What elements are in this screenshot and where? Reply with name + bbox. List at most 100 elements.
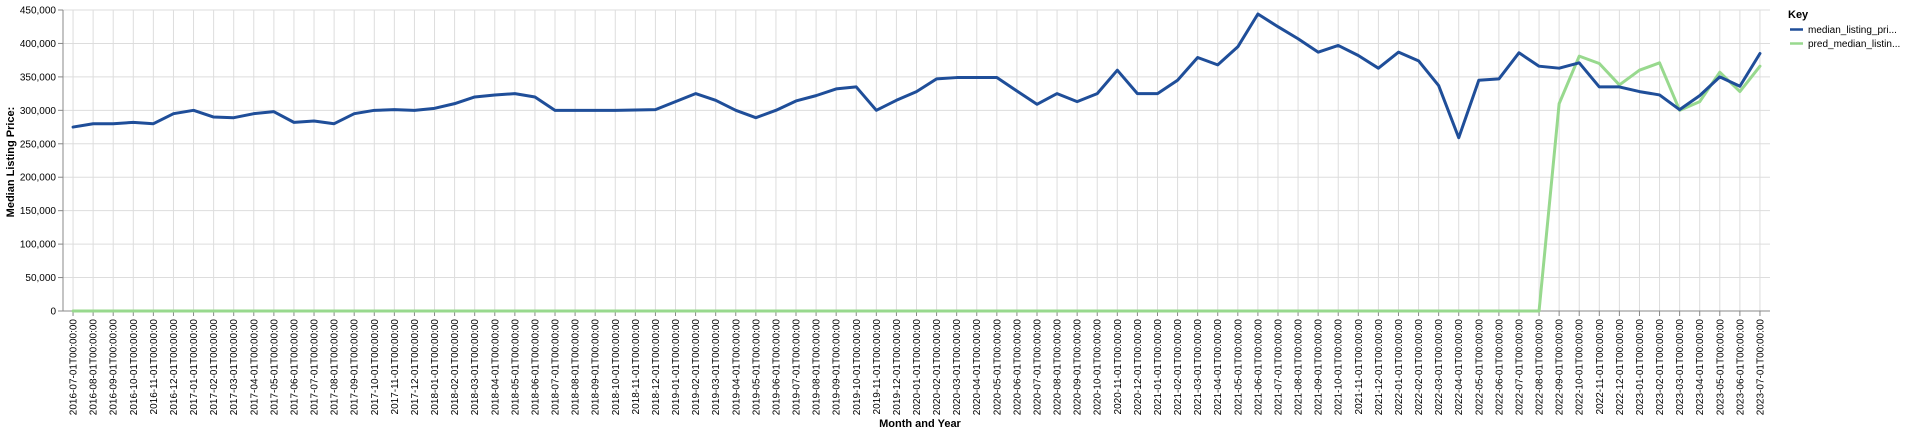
x-tick-label: 2019-09-01T00:00:00 [832, 319, 843, 416]
y-tick-label: 250,000 [20, 139, 57, 150]
x-tick-label: 2020-01-01T00:00:00 [912, 319, 923, 416]
x-tick-label: 2019-04-01T00:00:00 [731, 319, 742, 416]
x-tick-label: 2016-09-01T00:00:00 [109, 319, 120, 416]
x-tick-label: 2021-02-01T00:00:00 [1173, 319, 1184, 416]
gridlines [63, 9, 1770, 312]
x-tick-label: 2016-11-01T00:00:00 [149, 319, 160, 415]
x-tick-label: 2023-02-01T00:00:00 [1655, 319, 1666, 416]
x-tick-label: 2017-03-01T00:00:00 [229, 319, 240, 416]
x-tick-label: 2020-10-01T00:00:00 [1093, 319, 1104, 416]
x-tick-label: 2019-12-01T00:00:00 [892, 319, 903, 416]
x-tick-label: 2018-11-01T00:00:00 [631, 319, 642, 415]
x-tick-label: 2017-06-01T00:00:00 [289, 319, 300, 416]
x-tick-label: 2018-03-01T00:00:00 [470, 319, 481, 416]
x-tick-label: 2022-08-01T00:00:00 [1535, 319, 1546, 416]
y-tick-label: 50,000 [25, 273, 56, 284]
y-tick-label: 200,000 [20, 173, 57, 184]
legend-label-pred-median-listing-price: pred_median_listin... [1808, 39, 1900, 50]
x-tick-label: 2022-07-01T00:00:00 [1514, 319, 1525, 416]
x-tick-label: 2018-12-01T00:00:00 [651, 319, 662, 416]
series-line-median-listing-price [71, 12, 1762, 140]
x-tick-label: 2016-10-01T00:00:00 [129, 319, 140, 416]
x-tick-label: 2021-08-01T00:00:00 [1294, 319, 1305, 416]
y-tick-label: 400,000 [20, 39, 57, 50]
x-tick-label: 2021-03-01T00:00:00 [1193, 319, 1204, 416]
x-tick-label: 2020-07-01T00:00:00 [1032, 319, 1043, 416]
x-tick-label: 2018-01-01T00:00:00 [430, 319, 441, 416]
legend-title: Key [1788, 9, 1809, 21]
x-tick-label: 2019-01-01T00:00:00 [671, 319, 682, 416]
x-tick-label: 2019-02-01T00:00:00 [691, 319, 702, 416]
x-tick-label: 2019-11-01T00:00:00 [872, 319, 883, 415]
x-tick-label: 2017-10-01T00:00:00 [370, 319, 381, 416]
x-tick-label: 2017-04-01T00:00:00 [249, 319, 260, 416]
x-tick-label: 2017-02-01T00:00:00 [209, 319, 220, 416]
x-tick-label: 2016-08-01T00:00:00 [89, 319, 100, 416]
x-tick-label: 2022-12-01T00:00:00 [1615, 319, 1626, 416]
x-tick-label: 2018-10-01T00:00:00 [611, 319, 622, 416]
x-tick-label: 2022-03-01T00:00:00 [1434, 319, 1445, 416]
y-tick-label: 300,000 [20, 106, 57, 117]
x-tick-label: 2019-07-01T00:00:00 [792, 319, 803, 416]
x-tick-label: 2020-02-01T00:00:00 [932, 319, 943, 416]
y-tick-label: 0 [50, 307, 56, 318]
x-tick-label: 2021-06-01T00:00:00 [1253, 319, 1264, 416]
x-tick-label: 2019-03-01T00:00:00 [711, 319, 722, 416]
x-tick-label: 2021-01-01T00:00:00 [1153, 319, 1164, 416]
x-tick-label: 2021-07-01T00:00:00 [1273, 319, 1284, 416]
x-tick-label: 2022-05-01T00:00:00 [1474, 319, 1485, 416]
x-tick-label: 2023-03-01T00:00:00 [1675, 319, 1686, 416]
x-tick-label: 2017-11-01T00:00:00 [390, 319, 401, 415]
x-tick-label: 2022-11-01T00:00:00 [1595, 319, 1606, 415]
x-tick-label: 2021-12-01T00:00:00 [1374, 319, 1385, 416]
x-tick-label: 2017-08-01T00:00:00 [330, 319, 341, 416]
x-tick-label: 2020-05-01T00:00:00 [992, 319, 1003, 416]
x-tick-label: 2021-10-01T00:00:00 [1334, 319, 1345, 416]
x-tick-label: 2018-09-01T00:00:00 [591, 319, 602, 416]
x-tick-label: 2022-10-01T00:00:00 [1575, 319, 1586, 416]
x-tick-label: 2016-12-01T00:00:00 [169, 319, 180, 416]
x-tick-label: 2018-08-01T00:00:00 [571, 319, 582, 416]
x-tick-label: 2020-03-01T00:00:00 [952, 319, 963, 416]
x-tick-label: 2018-06-01T00:00:00 [530, 319, 541, 416]
x-tick-label: 2018-07-01T00:00:00 [551, 319, 562, 416]
x-tick-label: 2021-04-01T00:00:00 [1213, 319, 1224, 416]
x-tick-label: 2020-11-01T00:00:00 [1113, 319, 1124, 415]
x-tick-label: 2020-12-01T00:00:00 [1133, 319, 1144, 416]
x-axis-title: Month and Year [879, 418, 961, 430]
x-tick-label: 2017-07-01T00:00:00 [310, 319, 321, 416]
x-tick-label: 2020-04-01T00:00:00 [972, 319, 983, 416]
x-tick-label: 2019-05-01T00:00:00 [751, 319, 762, 416]
x-tick-label: 2022-01-01T00:00:00 [1394, 319, 1405, 416]
y-tick-label: 350,000 [20, 72, 57, 83]
x-tick-label: 2022-04-01T00:00:00 [1454, 319, 1465, 416]
y-tick-label: 450,000 [20, 6, 57, 17]
x-tick-label: 2020-09-01T00:00:00 [1073, 319, 1084, 416]
x-tick-label: 2020-06-01T00:00:00 [1012, 319, 1023, 416]
x-tick-label: 2017-01-01T00:00:00 [189, 319, 200, 416]
series-line-pred-median-listing-price [71, 54, 1762, 313]
series-lines [71, 12, 1762, 313]
x-tick-label: 2021-11-01T00:00:00 [1354, 319, 1365, 415]
legend-label-median-listing-price: median_listing_pri... [1808, 25, 1897, 36]
x-tick-label: 2021-05-01T00:00:00 [1233, 319, 1244, 416]
x-tick-label: 2018-04-01T00:00:00 [490, 319, 501, 416]
x-tick-label: 2018-05-01T00:00:00 [510, 319, 521, 416]
x-tick-label: 2017-12-01T00:00:00 [410, 319, 421, 416]
y-axis-title: Median Listing Price: [5, 107, 17, 218]
y-tick-label: 100,000 [20, 240, 57, 251]
y-tick-label: 150,000 [20, 206, 57, 217]
x-tick-label: 2022-06-01T00:00:00 [1494, 319, 1505, 416]
x-tick-label: 2022-02-01T00:00:00 [1414, 319, 1425, 416]
x-tick-label: 2017-05-01T00:00:00 [269, 319, 280, 416]
x-tick-label: 2019-10-01T00:00:00 [852, 319, 863, 416]
x-tick-label: 2023-01-01T00:00:00 [1635, 319, 1646, 416]
x-tick-label: 2023-04-01T00:00:00 [1695, 319, 1706, 416]
x-tick-label: 2023-07-01T00:00:00 [1755, 319, 1766, 416]
x-axis: 2016-07-01T00:00:00 2016-08-01T00:00:00 20… [63, 310, 1770, 416]
x-tick-label: 2023-06-01T00:00:00 [1735, 319, 1746, 416]
x-tick-label: 2019-08-01T00:00:00 [812, 319, 823, 416]
x-tick-label: 2021-09-01T00:00:00 [1314, 319, 1325, 416]
x-tick-label: 2018-02-01T00:00:00 [450, 319, 461, 416]
x-tick-label: 2019-06-01T00:00:00 [771, 319, 782, 416]
